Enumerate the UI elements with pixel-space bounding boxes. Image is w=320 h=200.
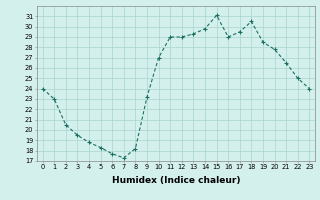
- X-axis label: Humidex (Indice chaleur): Humidex (Indice chaleur): [112, 176, 240, 185]
